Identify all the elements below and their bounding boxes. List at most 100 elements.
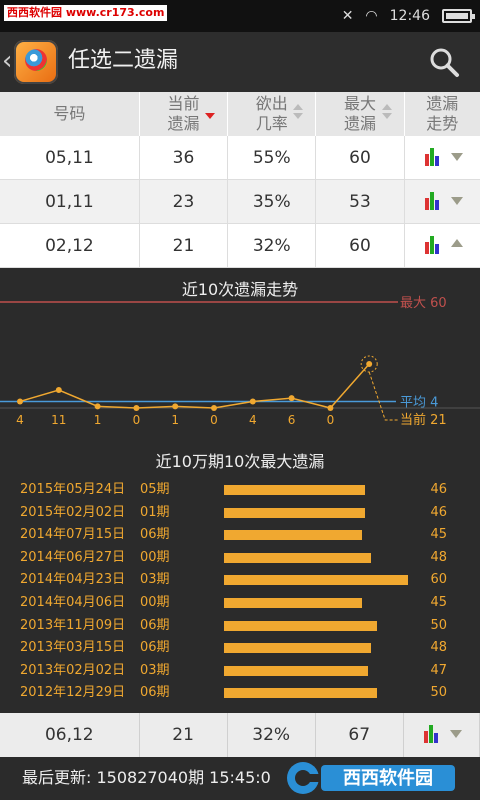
bar-date-label: 2013年03月15日: [20, 640, 126, 656]
trend-tick-label: 1: [94, 413, 102, 427]
wifi-icon: ◠: [365, 8, 378, 24]
bar-date-label: 2013年02月02日: [20, 662, 126, 678]
header-probability[interactable]: 欲出 几率: [228, 92, 317, 136]
header-number[interactable]: 号码: [0, 92, 140, 136]
bar-mark: [224, 620, 378, 631]
cell-max: 60: [316, 224, 405, 267]
site-logo: 西西软件园: [287, 762, 455, 794]
signal-icon: ✕: [341, 8, 354, 24]
back-icon[interactable]: ‹: [2, 46, 13, 76]
bar-date-label: 2014年07月15日: [20, 527, 126, 543]
expand-down-icon[interactable]: [450, 153, 463, 161]
bar-period-label: 03期: [140, 572, 170, 588]
average-label: 平均 4: [400, 395, 438, 410]
trend-tick-label: 6: [288, 413, 296, 427]
watermark: 西西软件园 www.cr173.com: [4, 5, 168, 21]
cell-max: 60: [316, 136, 405, 179]
cell-current: 21: [140, 713, 228, 757]
bar-value-label: 45: [430, 594, 447, 610]
bar-row: 2013年02月02日 03期 47: [0, 661, 480, 684]
trend-point: [288, 395, 295, 402]
bar-row: 2012年12月29日 06期 50: [0, 683, 480, 706]
cell-trend[interactable]: [405, 224, 480, 267]
page-title: 任选二遗漏: [68, 48, 179, 73]
bar-row: 2014年04月06日 00期 45: [0, 593, 480, 616]
cell-trend[interactable]: [405, 180, 480, 223]
table-row-bottom[interactable]: 06,12 21 32% 67: [0, 713, 480, 757]
search-icon[interactable]: [428, 46, 460, 78]
header-trend: 遗漏 走势: [426, 94, 459, 133]
table-row[interactable]: 05,11 36 55% 60: [0, 136, 480, 180]
bar-row: 2015年05月24日 05期 46: [0, 480, 480, 503]
cell-probability: 35%: [228, 180, 317, 223]
trend-tick-label: 0: [210, 413, 218, 427]
bar-period-label: 00期: [140, 549, 170, 565]
bar-mark: [224, 575, 408, 586]
expand-down-icon[interactable]: [449, 730, 462, 738]
max-chart-title: 近10万期10次最大遗漏: [155, 452, 325, 471]
bar-period-label: 06期: [140, 685, 170, 701]
bar-mark: [224, 643, 372, 654]
bar-value-label: 50: [430, 617, 447, 633]
bar-mark: [224, 552, 372, 563]
header-max-miss[interactable]: 最大 遗漏: [316, 92, 405, 136]
app-bar: ‹ 任选二遗漏: [0, 32, 480, 92]
trend-chart-title: 近10次遗漏走势: [181, 280, 299, 299]
trend-tick-label: 0: [133, 413, 141, 427]
bar-row: 2013年03月15日 06期 48: [0, 638, 480, 661]
bar-row: 2014年04月23日 03期 60: [0, 570, 480, 593]
bar-mark: [224, 597, 362, 608]
bar-chart-icon[interactable]: [424, 148, 443, 166]
expand-down-icon[interactable]: [450, 197, 463, 205]
bar-row: 2015年02月02日 01期 46: [0, 503, 480, 526]
cell-max: 67: [316, 713, 404, 757]
app-logo[interactable]: [14, 40, 58, 84]
bar-mark: [224, 530, 362, 541]
cell-number: 02,12: [0, 224, 140, 267]
bar-date-label: 2014年04月06日: [20, 594, 126, 610]
cell-probability: 32%: [228, 713, 316, 757]
bar-period-label: 05期: [140, 482, 170, 497]
footer: 最后更新: 150827040期 15:45:0 西西软件园: [0, 757, 480, 800]
bar-mark: [224, 485, 366, 495]
status-bar: 西西软件园 www.cr173.com ✕ ◠ 12:46: [0, 0, 480, 32]
status-icons: ✕ ◠ 12:46: [341, 6, 475, 26]
max-label: 最大 60: [400, 296, 447, 311]
bar-chart-icon[interactable]: [424, 236, 443, 254]
cell-probability: 32%: [228, 224, 317, 267]
collapse-up-icon[interactable]: [450, 239, 463, 247]
sort-desc-icon: [205, 104, 216, 124]
cell-current: 21: [140, 224, 229, 267]
trend-tick-label: 4: [249, 413, 257, 427]
bar-mark: [224, 665, 369, 676]
trend-series-line: [19, 363, 370, 409]
cell-number: 01,11: [0, 180, 140, 223]
bar-chart-icon[interactable]: [423, 725, 442, 743]
bar-chart-icon[interactable]: [424, 192, 443, 210]
trend-point: [55, 387, 62, 393]
header-current-miss[interactable]: 当前 遗漏: [140, 92, 229, 136]
trend-point: [17, 398, 23, 405]
sort-icon: [293, 104, 304, 124]
bar-period-label: 03期: [140, 662, 170, 678]
bar-value-label: 60: [430, 572, 447, 588]
bar-date-label: 2015年02月02日: [20, 504, 126, 520]
cell-current: 23: [140, 180, 229, 223]
bar-date-label: 2015年05月24日: [20, 482, 126, 497]
table-row[interactable]: 01,11 23 35% 53: [0, 180, 480, 224]
battery-icon: [442, 9, 475, 23]
trend-point: [94, 403, 101, 410]
cell-trend[interactable]: [405, 136, 480, 179]
trend-tick-label: 1: [171, 413, 179, 427]
trend-tick-label: 0: [327, 413, 335, 427]
max-miss-bar-chart: 2015年05月24日 05期 46 2015年02月02日 01期 46 2014年07月…: [0, 480, 480, 706]
chart-panel: 近10次遗漏走势 最大 60 平均 4 4 11 1 0 1 0 4 6 0 当前 21 近10万期1…: [0, 268, 480, 713]
last-update-text: 最后更新: 150827040期 15:45:0: [22, 768, 271, 787]
cell-trend[interactable]: [404, 713, 480, 757]
bar-value-label: 50: [430, 685, 447, 701]
bar-value-label: 48: [430, 549, 447, 565]
table-row-expanded[interactable]: 02,12 21 32% 60: [0, 224, 480, 268]
trend-point: [211, 405, 217, 411]
bar-period-label: 00期: [140, 594, 170, 610]
trend-tick-label: 4: [16, 413, 24, 427]
